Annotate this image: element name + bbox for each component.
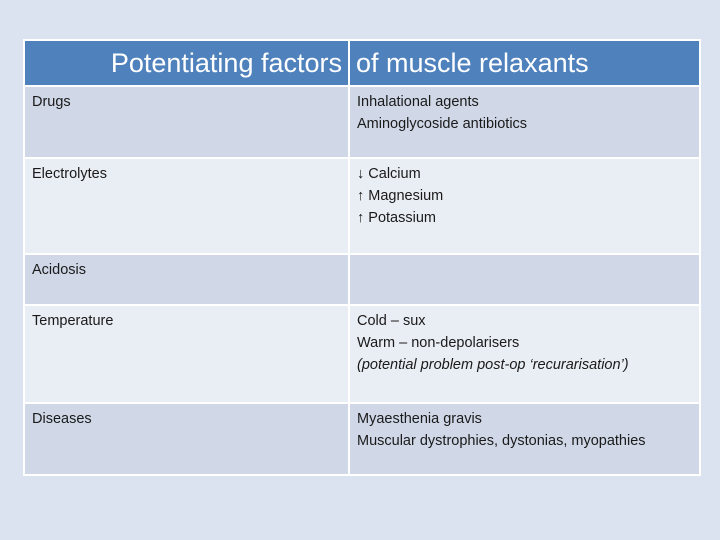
detail-line: (potential problem post-op ‘recurarisati… xyxy=(357,357,629,373)
potentiating-factors-table: Potentiating factors of muscle relaxants… xyxy=(23,39,701,476)
factor-label: Electrolytes xyxy=(32,166,107,182)
details-cell: Inhalational agents Aminoglycoside antib… xyxy=(348,85,701,159)
factor-label: Temperature xyxy=(32,313,114,329)
details-cell xyxy=(348,253,701,306)
table-row-drugs: Drugs Inhalational agents Aminoglycoside… xyxy=(23,85,701,159)
detail-line: ↑ Magnesium xyxy=(357,188,444,204)
detail-line: Myaesthenia gravis xyxy=(357,411,482,427)
factor-label: Drugs xyxy=(32,94,71,110)
factor-cell: Acidosis xyxy=(23,253,350,306)
factor-label: Diseases xyxy=(32,411,92,427)
details-cell: Cold – sux Warm – non-depolarisers (pote… xyxy=(348,304,701,404)
factor-label: Acidosis xyxy=(32,262,86,278)
factor-cell: Electrolytes xyxy=(23,157,350,255)
details-cell: Myaesthenia gravis Muscular dystrophies,… xyxy=(348,402,701,476)
detail-line: Inhalational agents xyxy=(357,94,479,110)
table-row-electrolytes: Electrolytes ↓ Calcium ↑ Magnesium ↑ Pot… xyxy=(23,157,701,255)
detail-line: Aminoglycoside antibiotics xyxy=(357,116,528,132)
detail-line: ↓ Calcium xyxy=(357,166,421,182)
table-row-acidosis: Acidosis xyxy=(23,253,701,306)
details-cell: ↓ Calcium ↑ Magnesium ↑ Potassium xyxy=(348,157,701,255)
factor-cell: Drugs xyxy=(23,85,350,159)
factor-cell: Diseases xyxy=(23,402,350,476)
header-left: Potentiating factors xyxy=(23,39,350,87)
detail-line: Muscular dystrophies, dystonias, myopath… xyxy=(357,433,646,449)
detail-line: Cold – sux xyxy=(357,313,426,329)
factor-cell: Temperature xyxy=(23,304,350,404)
detail-line: ↑ Potassium xyxy=(357,210,436,226)
table-row-temperature: Temperature Cold – sux Warm – non-depola… xyxy=(23,304,701,404)
header-right: of muscle relaxants xyxy=(348,39,701,87)
table-header-row: Potentiating factors of muscle relaxants xyxy=(23,39,701,87)
table-row-diseases: Diseases Myaesthenia gravis Muscular dys… xyxy=(23,402,701,476)
detail-line: Warm – non-depolarisers xyxy=(357,335,520,351)
